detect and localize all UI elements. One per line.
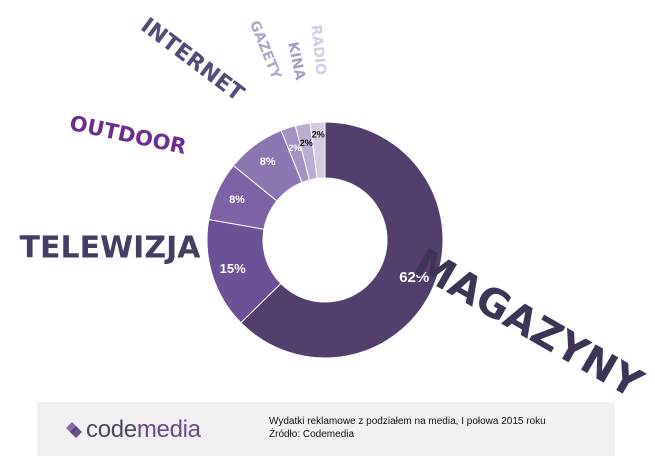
diamond-logo-icon xyxy=(66,422,82,438)
donut-slices xyxy=(206,121,444,359)
caption-description: Wydatki reklamowe z podziałem na media, … xyxy=(269,416,546,427)
logo-text-media: media xyxy=(136,416,201,443)
caption-source: Źródło: Codemedia xyxy=(269,429,355,440)
category-label-radio: RADIO xyxy=(307,24,328,76)
category-label-magazyny: MAGAZYNY xyxy=(406,240,651,400)
percent-label-outdoor: 8% xyxy=(229,194,245,206)
percent-label-gazety: 2% xyxy=(288,143,301,153)
percent-label-magazyny: 62% xyxy=(399,269,429,286)
category-label-telewizja: TELEWIZJA xyxy=(20,231,202,266)
percent-label-radio: 2% xyxy=(312,130,325,140)
percent-label-telewizja: 15% xyxy=(220,261,246,276)
slice-radio xyxy=(309,121,326,180)
category-label-kina: KINA xyxy=(284,40,308,81)
percent-labels: 62%15%8%8%2%2%2% xyxy=(220,130,430,286)
category-label-internet: INTERNET xyxy=(136,13,249,106)
category-label-outdoor: OUTDOOR xyxy=(68,111,189,159)
donut-chart: 62%15%8%8%2%2%2% MAGAZYNYTELEWIZJAOUTDOO… xyxy=(20,13,651,400)
percent-label-kina: 2% xyxy=(300,138,313,148)
logo-text-code: code xyxy=(86,416,137,443)
codemedia-logo: codemedia xyxy=(65,416,201,443)
slice-magazyny xyxy=(240,121,444,359)
category-label-gazety: GAZETY xyxy=(246,18,284,82)
percent-label-internet: 8% xyxy=(260,156,276,168)
footer-panel: codemedia Wydatki reklamowe z podziałem … xyxy=(37,402,615,456)
chart-caption: Wydatki reklamowe z podziałem na media, … xyxy=(269,415,546,441)
